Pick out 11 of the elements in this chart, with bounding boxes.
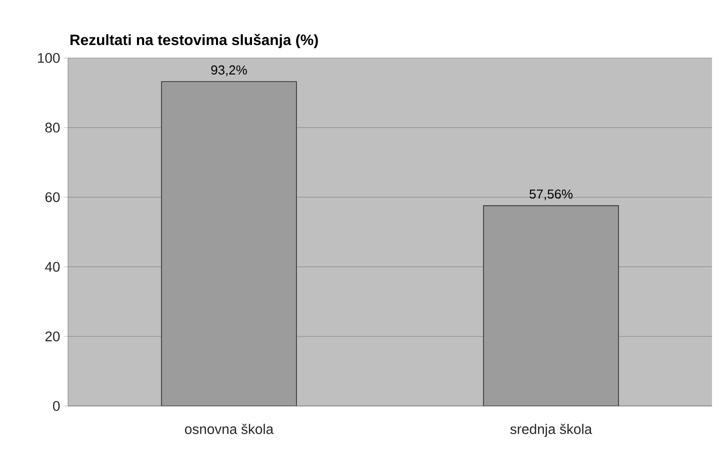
y-tick-label: 60 (45, 192, 60, 202)
data-label: 93,2% (211, 65, 247, 76)
x-tick-label: osnovna škola (184, 424, 274, 434)
chart-title: Rezultati na testovima slušanja (%) (70, 34, 318, 48)
data-label: 57,56% (530, 189, 573, 200)
y-tick-label: 20 (45, 331, 60, 342)
y-tick-label: 100 (38, 53, 60, 63)
x-tick-label: srednja škola (510, 424, 592, 437)
y-tick-label: 0 (53, 401, 60, 411)
y-tick-label: 40 (45, 262, 60, 272)
y-tick-label: 80 (45, 122, 60, 133)
